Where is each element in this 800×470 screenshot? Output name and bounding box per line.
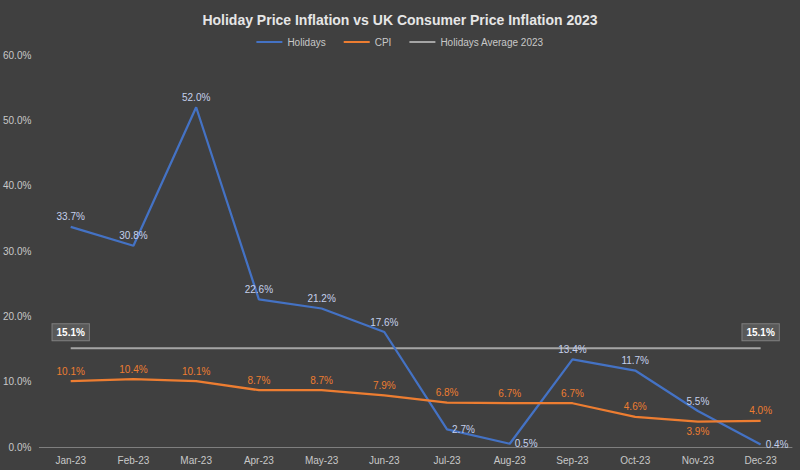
svg-text:6.7%: 6.7% xyxy=(498,388,521,399)
svg-text:4.6%: 4.6% xyxy=(624,401,647,412)
svg-text:10.4%: 10.4% xyxy=(119,364,147,375)
svg-text:13.4%: 13.4% xyxy=(558,344,586,355)
svg-text:4.0%: 4.0% xyxy=(749,405,772,416)
svg-text:15.1%: 15.1% xyxy=(746,327,774,338)
svg-text:0.4%: 0.4% xyxy=(766,439,789,450)
svg-text:15.1%: 15.1% xyxy=(57,327,85,338)
svg-text:2.7%: 2.7% xyxy=(452,424,475,435)
svg-text:30.8%: 30.8% xyxy=(119,230,147,241)
svg-text:10.1%: 10.1% xyxy=(57,366,85,377)
svg-text:Holidays: Holidays xyxy=(287,37,325,48)
svg-text:33.7%: 33.7% xyxy=(57,211,85,222)
svg-text:Sep-23: Sep-23 xyxy=(556,455,589,466)
svg-text:11.7%: 11.7% xyxy=(621,355,649,366)
svg-text:5.5%: 5.5% xyxy=(687,396,710,407)
svg-text:17.6%: 17.6% xyxy=(370,317,398,328)
svg-text:8.7%: 8.7% xyxy=(247,375,270,386)
svg-text:Oct-23: Oct-23 xyxy=(620,455,650,466)
svg-text:0.0%: 0.0% xyxy=(9,442,32,453)
svg-text:40.0%: 40.0% xyxy=(3,180,31,191)
svg-text:60.0%: 60.0% xyxy=(3,50,31,61)
svg-text:Nov-23: Nov-23 xyxy=(682,455,715,466)
svg-text:Jan-23: Jan-23 xyxy=(55,455,86,466)
svg-text:6.7%: 6.7% xyxy=(561,388,584,399)
svg-text:52.0%: 52.0% xyxy=(182,92,210,103)
svg-text:30.0%: 30.0% xyxy=(3,246,31,257)
svg-text:50.0%: 50.0% xyxy=(3,115,31,126)
svg-text:0.5%: 0.5% xyxy=(515,438,538,449)
svg-text:22.6%: 22.6% xyxy=(245,284,273,295)
svg-text:10.0%: 10.0% xyxy=(3,376,31,387)
svg-text:Apr-23: Apr-23 xyxy=(244,455,274,466)
svg-text:20.0%: 20.0% xyxy=(3,311,31,322)
svg-text:Jun-23: Jun-23 xyxy=(369,455,400,466)
svg-text:Holiday Price Inflation vs UK: Holiday Price Inflation vs UK Consumer P… xyxy=(202,12,597,28)
svg-text:8.7%: 8.7% xyxy=(310,375,333,386)
svg-text:Holidays Average 2023: Holidays Average 2023 xyxy=(440,37,543,48)
svg-text:10.1%: 10.1% xyxy=(182,366,210,377)
svg-text:CPI: CPI xyxy=(375,37,392,48)
svg-text:6.8%: 6.8% xyxy=(436,387,459,398)
svg-text:Dec-23: Dec-23 xyxy=(745,455,778,466)
svg-text:Feb-23: Feb-23 xyxy=(118,455,150,466)
svg-text:Mar-23: Mar-23 xyxy=(180,455,212,466)
svg-text:7.9%: 7.9% xyxy=(373,380,396,391)
svg-text:21.2%: 21.2% xyxy=(307,293,335,304)
svg-text:Aug-23: Aug-23 xyxy=(494,455,527,466)
svg-text:May-23: May-23 xyxy=(305,455,339,466)
svg-text:Jul-23: Jul-23 xyxy=(433,455,461,466)
svg-text:3.9%: 3.9% xyxy=(687,426,710,437)
